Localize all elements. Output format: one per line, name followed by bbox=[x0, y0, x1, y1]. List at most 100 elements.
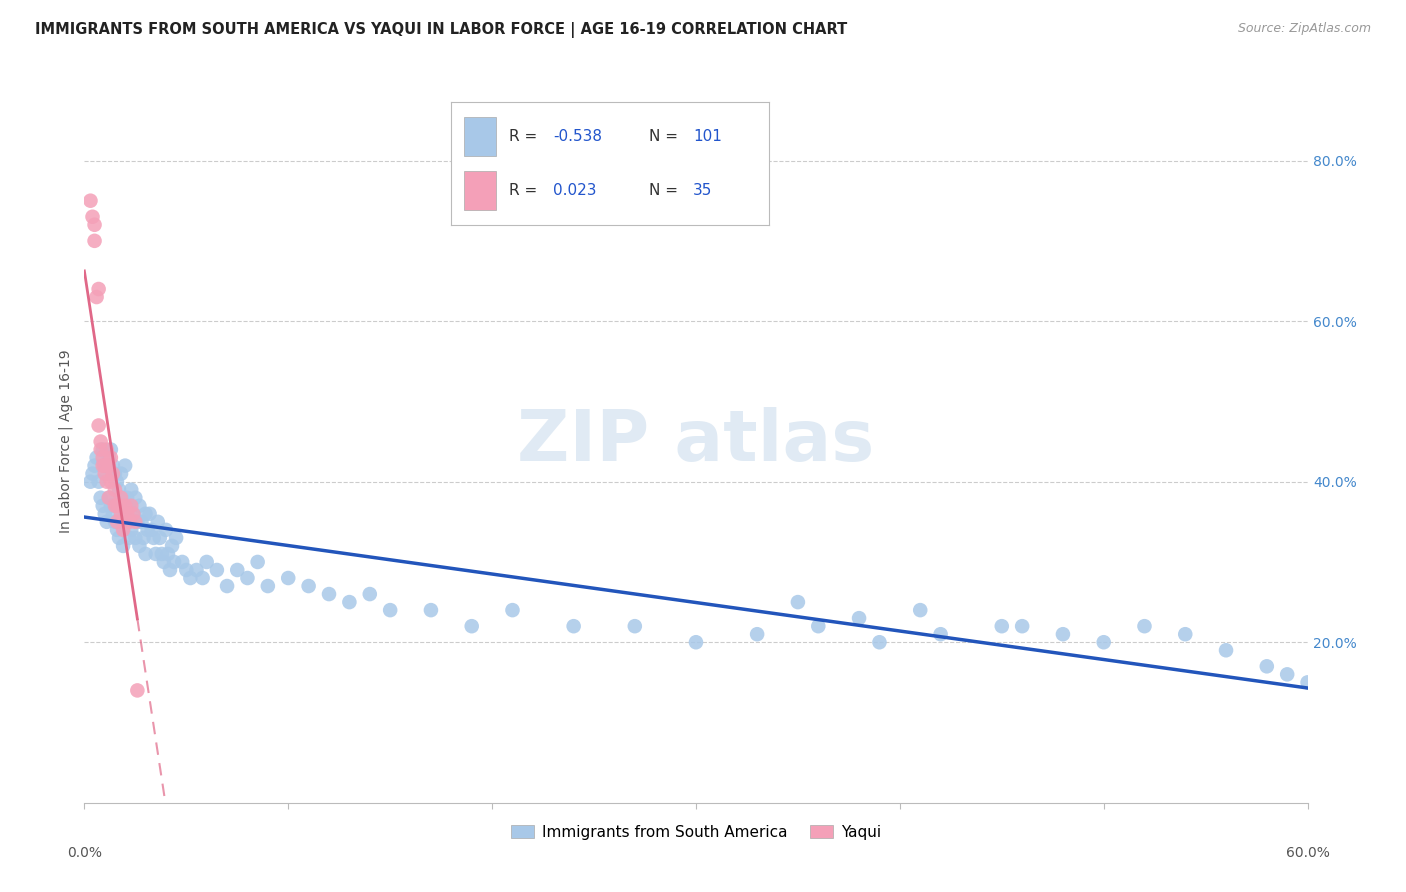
Point bbox=[124, 491, 146, 505]
Point bbox=[1133, 619, 1156, 633]
Point bbox=[236, 571, 259, 585]
Point bbox=[120, 499, 142, 513]
Point bbox=[105, 523, 128, 537]
Point bbox=[562, 619, 585, 633]
Point bbox=[105, 499, 128, 513]
Point bbox=[1011, 619, 1033, 633]
Point bbox=[277, 571, 299, 585]
Point bbox=[848, 611, 870, 625]
Point bbox=[1052, 627, 1074, 641]
Point bbox=[91, 442, 114, 457]
Point bbox=[110, 467, 132, 481]
Point bbox=[1256, 659, 1278, 673]
Point bbox=[90, 434, 112, 449]
Point bbox=[86, 450, 108, 465]
Point bbox=[105, 515, 128, 529]
Text: Source: ZipAtlas.com: Source: ZipAtlas.com bbox=[1237, 22, 1371, 36]
Point bbox=[160, 539, 183, 553]
Text: 0.0%: 0.0% bbox=[67, 847, 101, 860]
Point bbox=[97, 458, 120, 473]
Point bbox=[82, 210, 104, 224]
Point bbox=[120, 483, 142, 497]
Point bbox=[87, 475, 110, 489]
Point bbox=[1092, 635, 1115, 649]
Point bbox=[114, 499, 136, 513]
Point bbox=[127, 515, 149, 529]
Point bbox=[110, 491, 132, 505]
Point bbox=[226, 563, 249, 577]
Point bbox=[104, 499, 127, 513]
Point bbox=[112, 539, 135, 553]
Point bbox=[100, 442, 122, 457]
Point bbox=[747, 627, 769, 641]
Legend: Immigrants from South America, Yaqui: Immigrants from South America, Yaqui bbox=[505, 819, 887, 846]
Point bbox=[91, 450, 114, 465]
Point bbox=[624, 619, 647, 633]
Point bbox=[156, 547, 179, 561]
Point bbox=[101, 467, 124, 481]
Point bbox=[150, 547, 173, 561]
Point bbox=[122, 507, 145, 521]
Point bbox=[191, 571, 214, 585]
Text: 60.0%: 60.0% bbox=[1285, 847, 1330, 860]
Point bbox=[186, 563, 208, 577]
Point bbox=[807, 619, 830, 633]
Point bbox=[108, 483, 131, 497]
Point bbox=[172, 555, 194, 569]
Point bbox=[105, 475, 128, 489]
Point bbox=[339, 595, 361, 609]
Point bbox=[93, 467, 115, 481]
Point bbox=[91, 458, 114, 473]
Point bbox=[104, 483, 127, 497]
Point bbox=[380, 603, 402, 617]
Point bbox=[124, 515, 146, 529]
Point bbox=[174, 563, 197, 577]
Point bbox=[685, 635, 707, 649]
Point bbox=[93, 458, 115, 473]
Point bbox=[97, 491, 120, 505]
Point bbox=[461, 619, 484, 633]
Point bbox=[246, 555, 269, 569]
Point bbox=[118, 499, 141, 513]
Point bbox=[112, 523, 135, 537]
Point bbox=[97, 450, 120, 465]
Point bbox=[128, 539, 150, 553]
Point bbox=[141, 523, 163, 537]
Point bbox=[991, 619, 1014, 633]
Point bbox=[929, 627, 952, 641]
Point bbox=[1174, 627, 1197, 641]
Point bbox=[135, 547, 157, 561]
Text: ZIP atlas: ZIP atlas bbox=[517, 407, 875, 476]
Point bbox=[96, 515, 118, 529]
Point bbox=[122, 507, 145, 521]
Point bbox=[96, 467, 118, 481]
Point bbox=[101, 507, 124, 521]
Point bbox=[910, 603, 932, 617]
Point bbox=[110, 515, 132, 529]
Point bbox=[195, 555, 218, 569]
Point bbox=[420, 603, 443, 617]
Point bbox=[132, 531, 155, 545]
Point bbox=[91, 499, 114, 513]
Point bbox=[146, 515, 169, 529]
Point bbox=[136, 523, 159, 537]
Point bbox=[96, 475, 118, 489]
Point bbox=[1296, 675, 1319, 690]
Point bbox=[163, 555, 186, 569]
Point bbox=[135, 507, 157, 521]
Point bbox=[257, 579, 280, 593]
Point bbox=[96, 442, 118, 457]
Point bbox=[97, 491, 120, 505]
Point bbox=[93, 458, 115, 473]
Point bbox=[217, 579, 239, 593]
Point bbox=[87, 282, 110, 296]
Point bbox=[118, 531, 141, 545]
Point bbox=[112, 491, 135, 505]
Point bbox=[138, 507, 160, 521]
Point bbox=[153, 555, 176, 569]
Point bbox=[128, 499, 150, 513]
Point bbox=[149, 531, 172, 545]
Point bbox=[87, 418, 110, 433]
Point bbox=[155, 523, 177, 537]
Point bbox=[115, 491, 138, 505]
